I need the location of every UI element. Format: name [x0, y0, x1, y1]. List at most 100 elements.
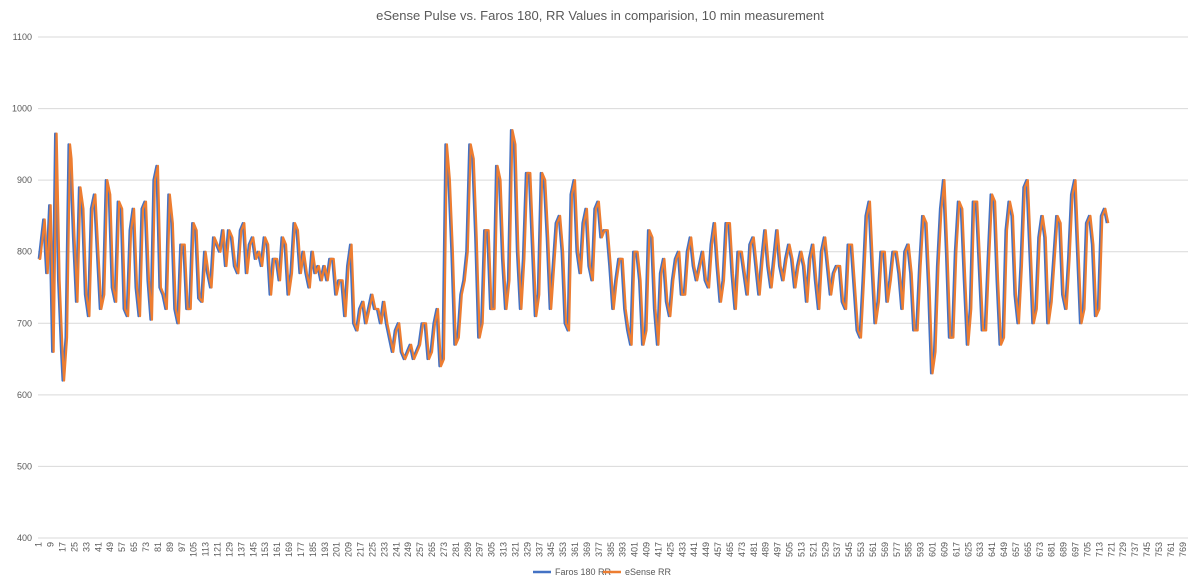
chart-title: eSense Pulse vs. Faros 180, RR Values in… — [376, 8, 824, 23]
x-tick-label: 313 — [499, 542, 509, 557]
x-tick-label: 441 — [689, 542, 699, 557]
x-tick-label: 297 — [475, 542, 485, 557]
x-tick-label: 689 — [1059, 542, 1069, 557]
x-tick-label: 289 — [463, 542, 473, 557]
x-tick-label: 673 — [1035, 542, 1045, 557]
x-tick-label: 345 — [546, 542, 556, 557]
x-tick-label: 25 — [69, 542, 79, 552]
x-tick-label: 209 — [344, 542, 354, 557]
x-tick-label: 17 — [58, 542, 68, 552]
y-tick-label: 900 — [17, 175, 32, 185]
x-tick-label: 337 — [534, 542, 544, 557]
x-tick-label: 217 — [356, 542, 366, 557]
x-tick-label: 633 — [975, 542, 985, 557]
x-tick-label: 9 — [46, 542, 56, 547]
x-tick-label: 177 — [296, 542, 306, 557]
x-tick-label: 505 — [785, 542, 795, 557]
x-tick-label: 49 — [105, 542, 115, 552]
x-tick-label: 529 — [820, 542, 830, 557]
x-tick-label: 145 — [248, 542, 258, 557]
x-tick-label: 97 — [177, 542, 187, 552]
x-tick-label: 745 — [1142, 542, 1152, 557]
x-tick-label: 545 — [844, 542, 854, 557]
x-tick-label: 185 — [308, 542, 318, 557]
x-tick-label: 713 — [1094, 542, 1104, 557]
x-axis-ticks: 1 9 17 25 33 41 49 57 65 73 81 89 97 105 113 121 129 137 1… — [34, 542, 1188, 557]
x-tick-label: 1 — [34, 542, 44, 547]
x-tick-label: 73 — [141, 542, 151, 552]
x-tick-label: 769 — [1178, 542, 1188, 557]
y-tick-label: 600 — [17, 390, 32, 400]
y-tick-label: 800 — [17, 247, 32, 257]
x-tick-label: 489 — [761, 542, 771, 557]
x-tick-label: 241 — [391, 542, 401, 557]
x-tick-label: 409 — [642, 542, 652, 557]
x-tick-label: 705 — [1082, 542, 1092, 557]
x-tick-label: 433 — [677, 542, 687, 557]
x-tick-label: 721 — [1106, 542, 1116, 557]
x-tick-label: 593 — [916, 542, 926, 557]
x-tick-label: 473 — [737, 542, 747, 557]
x-tick-label: 41 — [93, 542, 103, 552]
x-tick-label: 57 — [117, 542, 127, 552]
x-tick-label: 353 — [558, 542, 568, 557]
x-tick-label: 729 — [1118, 542, 1128, 557]
x-tick-label: 753 — [1154, 542, 1164, 557]
x-tick-label: 113 — [201, 542, 211, 556]
y-tick-label: 700 — [17, 318, 32, 328]
x-tick-label: 377 — [594, 542, 604, 557]
x-tick-label: 329 — [522, 542, 532, 557]
x-tick-label: 369 — [582, 542, 592, 557]
y-tick-label: 500 — [17, 461, 32, 471]
x-tick-label: 665 — [1023, 542, 1033, 557]
x-tick-label: 321 — [510, 542, 520, 557]
x-tick-label: 257 — [415, 542, 425, 557]
legend-label: eSense RR — [625, 567, 672, 577]
x-tick-label: 417 — [653, 542, 663, 557]
x-tick-label: 33 — [81, 542, 91, 552]
x-tick-label: 393 — [618, 542, 628, 557]
x-tick-label: 201 — [332, 542, 342, 557]
x-tick-label: 281 — [451, 542, 461, 557]
y-tick-label: 400 — [17, 533, 32, 543]
x-tick-label: 537 — [832, 542, 842, 557]
x-tick-label: 249 — [403, 542, 413, 557]
x-tick-label: 425 — [665, 542, 675, 557]
series-lines — [37, 128, 1110, 382]
x-tick-label: 681 — [1047, 542, 1057, 557]
y-axis-ticks: 400 500 600 700 800 900 1000 1100 — [12, 32, 32, 543]
x-tick-label: 265 — [427, 542, 437, 557]
legend: Faros 180 RR eSense RR — [533, 567, 672, 577]
x-tick-label: 465 — [725, 542, 735, 557]
x-tick-label: 617 — [951, 542, 961, 557]
gridlines — [38, 36, 1188, 539]
x-tick-label: 553 — [856, 542, 866, 557]
y-tick-label: 1100 — [13, 32, 32, 42]
x-tick-label: 641 — [987, 542, 997, 557]
x-tick-label: 137 — [236, 542, 246, 557]
x-tick-label: 761 — [1166, 542, 1176, 557]
x-tick-label: 361 — [570, 542, 580, 557]
x-tick-label: 225 — [367, 542, 377, 557]
x-tick-label: 81 — [153, 542, 163, 552]
series-line-esense — [38, 128, 1110, 382]
x-tick-label: 497 — [773, 542, 783, 557]
x-tick-label: 569 — [880, 542, 890, 557]
x-tick-label: 65 — [129, 542, 139, 552]
y-tick-label: 1000 — [12, 104, 32, 114]
x-tick-label: 481 — [749, 542, 759, 557]
x-tick-label: 609 — [939, 542, 949, 557]
x-tick-label: 121 — [213, 542, 223, 557]
x-tick-label: 649 — [999, 542, 1009, 557]
x-tick-label: 305 — [487, 542, 497, 557]
x-tick-label: 233 — [379, 542, 389, 557]
x-tick-label: 657 — [1011, 542, 1021, 557]
x-tick-label: 153 — [260, 542, 270, 557]
x-tick-label: 457 — [713, 542, 723, 557]
x-tick-label: 577 — [892, 542, 902, 557]
x-tick-label: 737 — [1130, 542, 1140, 557]
x-tick-label: 273 — [439, 542, 449, 557]
x-tick-label: 161 — [272, 542, 282, 557]
